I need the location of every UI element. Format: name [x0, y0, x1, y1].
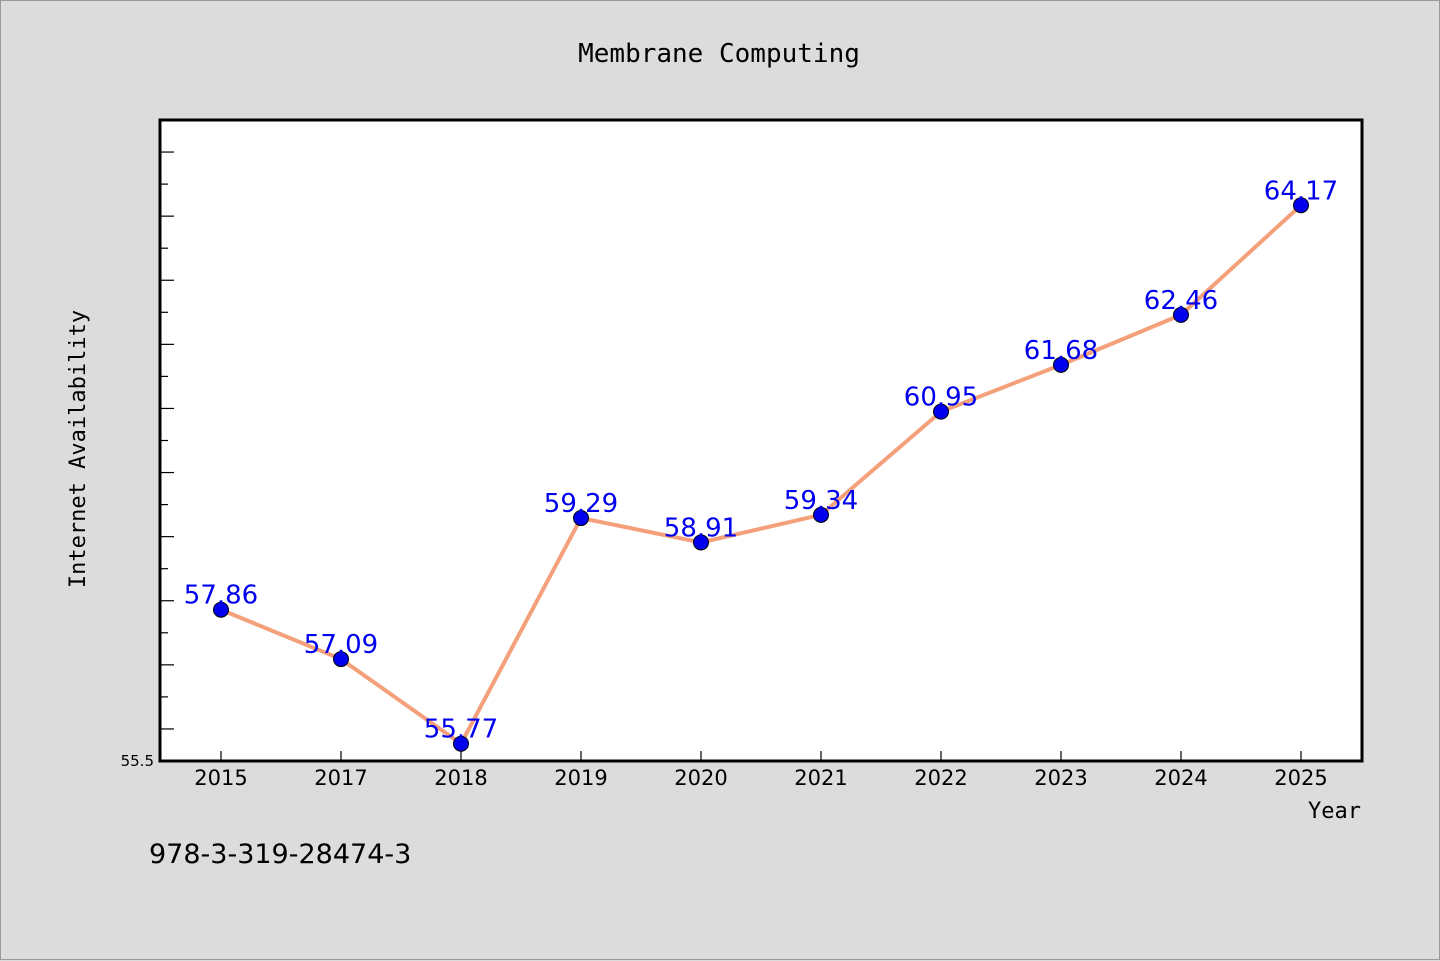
y-axis-label: Internet Availability — [66, 310, 91, 588]
data-point — [453, 735, 469, 752]
data-point — [693, 534, 709, 551]
x-tick-label: 2022 — [914, 766, 967, 790]
y-tick-label: 55.5 — [121, 752, 154, 770]
series-line — [220, 203, 1303, 746]
data-point — [573, 510, 589, 527]
x-tick-label: 2015 — [194, 766, 247, 790]
x-tick-label: 2018 — [434, 766, 487, 790]
x-tick-label: 2017 — [314, 766, 367, 790]
data-point — [1173, 306, 1189, 323]
data-label: 57.86 — [184, 581, 258, 611]
data-label: 64.17 — [1264, 176, 1338, 206]
x-tick-label: 2025 — [1274, 766, 1327, 790]
data-label: 57.09 — [304, 630, 378, 660]
data-label: 58.91 — [664, 513, 738, 543]
x-tick-label: 2021 — [794, 766, 847, 790]
data-label: 62.46 — [1144, 286, 1218, 316]
series-markers — [213, 197, 1309, 752]
x-tick-label: 2024 — [1154, 766, 1207, 790]
data-point — [813, 506, 829, 523]
data-label: 59.34 — [784, 486, 858, 516]
chart-title: Membrane Computing — [578, 39, 860, 69]
data-label: 59.29 — [544, 489, 618, 519]
data-label: 61.68 — [1024, 336, 1098, 366]
plot-area — [158, 118, 1364, 763]
y-axis-ticks — [160, 119, 174, 762]
x-axis-ticks — [220, 751, 1302, 761]
data-point — [213, 601, 229, 618]
data-labels: 57.86 57.09 55.77 59.29 58.91 59.34 60.95 61.68… — [184, 176, 1338, 744]
data-point — [1053, 356, 1069, 373]
x-axis-label: Year — [1308, 799, 1361, 824]
footnote-isbn: 978-3-319-28474-3 — [149, 839, 411, 870]
y-axis-tick-labels: 55.5 — [121, 752, 154, 770]
x-tick-label: 2020 — [674, 766, 727, 790]
data-point — [933, 403, 949, 420]
data-point — [333, 651, 349, 668]
x-axis-tick-labels: 2015 2017 2018 2019 2020 2021 2022 2023 2024 2025 — [194, 766, 1327, 790]
x-tick-label: 2023 — [1034, 766, 1087, 790]
x-tick-label: 2019 — [554, 766, 607, 790]
data-label: 55.77 — [424, 715, 498, 745]
data-point — [1293, 197, 1309, 214]
data-label: 60.95 — [904, 383, 978, 413]
